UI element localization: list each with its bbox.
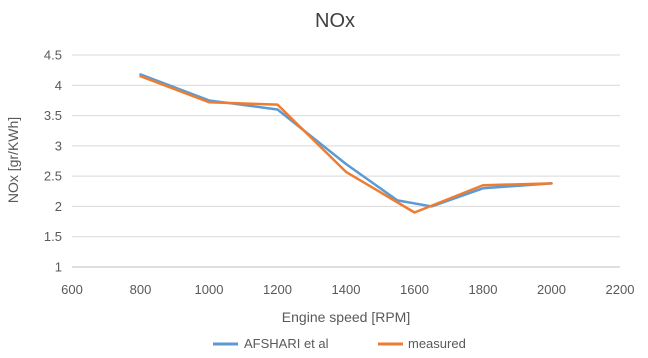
y-tick-labels: 1 1.5 2 2.5 3 3.5 4 4.5 xyxy=(44,48,62,275)
series-line-afshari-et-al xyxy=(139,73,553,208)
y-tick-label: 4 xyxy=(55,78,62,93)
legend: AFSHARI et al measured xyxy=(213,336,466,351)
x-tick-label: 1200 xyxy=(263,282,292,297)
x-tick-label: 1800 xyxy=(469,282,498,297)
y-tick-label: 3 xyxy=(55,138,62,153)
series-lines xyxy=(139,73,553,214)
y-tick-label: 1 xyxy=(55,260,62,275)
x-axis-title: Engine speed [RPM] xyxy=(282,309,410,325)
x-tick-label: 2200 xyxy=(606,282,635,297)
y-tick-label: 2.5 xyxy=(44,169,62,184)
x-tick-label: 1400 xyxy=(332,282,361,297)
x-tick-label: 1600 xyxy=(400,282,429,297)
legend-label: AFSHARI et al xyxy=(244,336,329,351)
y-tick-label: 2 xyxy=(55,199,62,214)
y-tick-label: 4.5 xyxy=(44,48,62,63)
y-tick-label: 1.5 xyxy=(44,229,62,244)
x-tick-label: 1000 xyxy=(195,282,224,297)
x-tick-labels: 600 800 1000 1200 1400 1600 1800 2000 2200 xyxy=(61,282,634,297)
y-axis-title: NOx [gr/KWh] xyxy=(5,117,21,203)
y-tick-label: 3.5 xyxy=(44,108,62,123)
chart-title: NOx xyxy=(315,10,355,32)
x-tick-label: 2000 xyxy=(537,282,566,297)
series-line-measured xyxy=(139,74,553,214)
x-tick-label: 600 xyxy=(61,282,83,297)
legend-label: measured xyxy=(408,336,466,351)
x-tick-label: 800 xyxy=(130,282,152,297)
